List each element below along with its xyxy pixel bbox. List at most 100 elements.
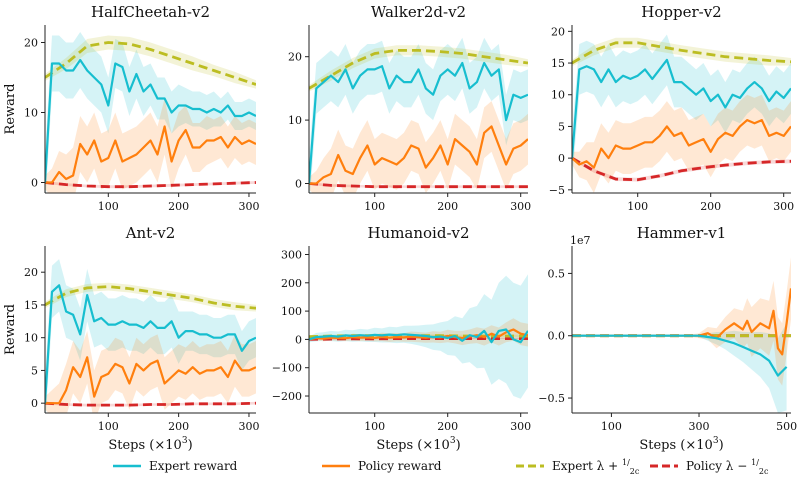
x-tick-label: 100 (98, 200, 119, 213)
policy-lambda-band (572, 156, 791, 182)
expert-reward-line (572, 334, 788, 377)
policy-reward-band (309, 101, 528, 193)
x-tick-label: 100 (601, 420, 622, 433)
panel-hammer-v1: −0.5 0.0 0.5 100 300 500 Hammer-v1 Steps (×103)… (538, 224, 797, 453)
y-tick-label: 0 (31, 177, 38, 190)
expert-reward-line (309, 61, 528, 184)
plot-area (572, 257, 791, 413)
y-tick-label: 0 (31, 397, 38, 410)
x-axis-label: Steps (×103) (108, 436, 192, 453)
legend-label-policy-reward: Policy reward (358, 459, 442, 473)
expert-reward-band (572, 323, 787, 413)
x-axis-label: Steps (×103) (639, 436, 723, 453)
policy-reward-line (45, 356, 256, 405)
offset-text: 1e7 (570, 234, 591, 247)
policy-lambda-line (45, 401, 256, 407)
expert-reward-band (309, 37, 528, 193)
panel-title: Hopper-v2 (641, 3, 721, 21)
y-tick-label: 0 (558, 152, 565, 165)
panel-hopper-v2: −5 0 5 10 15 20 100 200 300 Hopper-v2 (549, 3, 794, 213)
expert-lambda-band (572, 37, 791, 67)
legend: Expert reward Policy reward Expert λ + 1/2… (113, 458, 769, 476)
expert-lambda-line (309, 49, 528, 90)
y-tick-label: 100 (281, 305, 302, 318)
expert-reward-line (309, 328, 528, 344)
policy-reward-band (45, 98, 256, 193)
expert-lambda-band (45, 35, 256, 89)
y-tick-label: 300 (281, 248, 302, 261)
x-tick-label: 100 (627, 200, 648, 213)
y-axis-label: Reward (3, 84, 18, 135)
y-tick-label: 0.0 (548, 330, 566, 343)
x-tick-label: 300 (689, 420, 710, 433)
panel-title: HalfCheetah-v2 (91, 3, 210, 21)
policy-reward-line (309, 328, 528, 341)
policy-lambda-band (309, 182, 528, 188)
x-tick-label: 100 (364, 200, 385, 213)
legend-label-expert-reward: Expert reward (149, 459, 238, 473)
x-tick-label: 100 (364, 420, 385, 433)
y-axis-label: Reward (3, 304, 18, 355)
y-tick-label: −5 (549, 184, 565, 197)
expert-lambda-band (45, 282, 256, 312)
plot-area (45, 259, 256, 413)
panel-title: Humanoid-v2 (367, 224, 469, 242)
y-tick-label: −100 (272, 362, 302, 375)
panel-title: Walker2d-v2 (371, 3, 466, 21)
plot-area (309, 37, 528, 193)
x-tick-label: 200 (700, 200, 721, 213)
x-tick-label: 200 (437, 420, 458, 433)
policy-lambda-line (45, 181, 256, 189)
y-tick-label: 15 (551, 57, 565, 70)
x-tick-label: 100 (98, 420, 119, 433)
legend-label-expert-lambda: Expert λ + 1/2c (552, 458, 640, 476)
policy-reward-line (45, 125, 256, 184)
y-tick-label: 0 (295, 177, 302, 190)
x-tick-label: 300 (238, 420, 259, 433)
policy-lambda-line (309, 182, 528, 189)
expert-reward-line (572, 58, 791, 159)
y-tick-label: 20 (288, 51, 302, 64)
x-tick-label: 200 (168, 420, 189, 433)
expert-lambda-line (45, 41, 256, 86)
policy-reward-band (309, 318, 528, 347)
panel-walker2d-v2: 0 10 20 100 200 300 Walker2d-v2 (288, 3, 531, 213)
y-tick-label: 200 (281, 277, 302, 290)
plot-area (309, 274, 528, 399)
expert-reward-line (45, 284, 256, 404)
policy-reward-line (572, 118, 791, 169)
panel-humanoid-v2: −200 −100 0 100 200 300 100 200 300 Humanoid-v2 St… (272, 224, 531, 453)
y-tick-label: −0.5 (538, 392, 565, 405)
panel-ant-v2: 0 5 10 15 20 100 200 300 Ant-v2 Reward Steps (×103… (3, 224, 259, 453)
x-tick-label: 200 (168, 200, 189, 213)
x-tick-label: 300 (510, 200, 531, 213)
legend-label-policy-lambda: Policy λ − 1/2c (686, 458, 769, 476)
policy-reward-line (309, 125, 528, 185)
expert-reward-band (45, 32, 256, 193)
y-tick-label: 15 (24, 299, 38, 312)
y-tick-label: 10 (24, 332, 38, 345)
y-tick-label: 10 (24, 107, 38, 120)
expert-lambda-line (572, 41, 791, 65)
expert-reward-band (572, 34, 791, 184)
y-tick-label: 0.5 (548, 267, 566, 280)
x-tick-label: 500 (776, 420, 797, 433)
y-tick-label: 20 (24, 37, 38, 50)
y-tick-label: 5 (558, 120, 565, 133)
y-tick-label: 10 (551, 89, 565, 102)
plot-area (45, 32, 256, 193)
expert-reward-band (45, 259, 256, 413)
x-tick-label: 300 (238, 200, 259, 213)
y-tick-label: 20 (551, 25, 565, 38)
x-axis-label: Steps (×103) (376, 436, 460, 453)
policy-reward-band (45, 331, 256, 413)
policy-reward-band (572, 94, 791, 193)
panel-title: Ant-v2 (125, 224, 176, 242)
policy-lambda-line (572, 156, 791, 182)
x-tick-label: 300 (773, 200, 794, 213)
y-tick-label: 10 (288, 114, 302, 127)
x-tick-label: 300 (510, 420, 531, 433)
plot-area (572, 34, 791, 193)
expert-reward-line (45, 58, 256, 183)
